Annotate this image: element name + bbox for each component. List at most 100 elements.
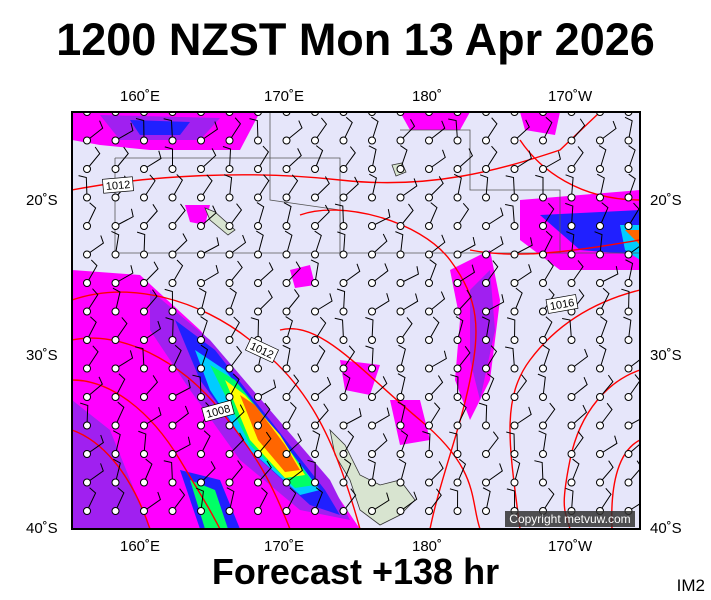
wind-barb [229,316,240,341]
wind-barb [598,344,607,369]
station-circle [596,136,604,145]
wind-barb [398,458,407,483]
wind-barb [172,405,189,426]
wind-barb [400,203,414,227]
station-circle [140,136,148,145]
wind-barb [514,237,533,255]
wind-barb [625,259,634,284]
wind-barb [164,288,173,312]
wind-barb [200,430,211,455]
wind-barb [285,316,293,341]
station-circle [140,364,148,373]
wind-barb [542,316,553,341]
wind-barb [143,261,159,284]
station-circle [596,222,604,230]
wind-barb [143,174,156,198]
station-circle [482,507,490,515]
wind-barb [566,231,575,255]
station-circle [168,222,177,230]
wind-barb [172,233,188,255]
wind-barb [397,401,406,426]
station-circle [140,222,148,230]
lat-label-left: 20˚S [26,192,58,209]
map-frame [71,111,641,530]
wind-barb [249,118,259,141]
station-circle [567,450,576,458]
wind-barb [428,402,441,426]
station-circle [225,478,234,487]
wind-barb [542,402,556,426]
wind-barb [400,491,418,512]
station-circle [396,279,405,287]
station-circle [339,222,348,230]
wind-barb [86,463,104,483]
station-circle [624,136,633,145]
wind-barb [428,461,444,483]
station-circle [339,336,348,344]
station-circle [624,307,633,316]
wind-barb [143,150,162,170]
wind-barb [571,376,588,398]
station-circle [197,507,205,515]
lat-label-left: 40˚S [26,520,58,537]
station-circle [254,279,262,287]
station-circle [539,193,547,202]
station-circle [396,165,405,173]
lat-label-right: 20˚S [650,192,682,209]
station-circle [140,421,148,430]
station-circle [111,250,120,259]
wind-barb [599,402,613,426]
wind-barb [505,175,515,198]
wind-barb [343,430,355,455]
wind-barb [571,404,588,426]
lon-label-bottom: 160˚E [120,538,161,555]
station-circle [596,450,604,458]
wind-barb [314,487,324,512]
station-circle [596,165,604,173]
wind-barb [514,112,516,113]
wind-barb [112,287,121,312]
wind-barb [343,458,352,483]
station-circle [425,307,433,316]
wind-barb [257,402,271,426]
wind-barb [457,289,472,312]
wind-barb [599,435,618,455]
isobar-label: 1012 [105,179,130,193]
wind-barb [229,117,242,141]
station-circle [140,393,148,401]
station-circle [254,136,262,145]
station-circle [225,364,234,373]
station-circle [425,450,433,458]
lon-label-top: 160˚E [120,88,161,105]
wind-barb [485,463,503,483]
wind-barb [200,316,208,341]
wind-barb [200,461,216,483]
wind-barb [143,375,159,398]
lon-label-bottom: 170˚E [264,538,305,555]
wind-barb [449,488,459,512]
station-circle [225,279,234,287]
wind-barb [315,112,316,113]
station-circle [368,165,376,173]
station-circle [197,250,205,259]
station-circle [168,193,177,202]
wind-barb [599,120,617,141]
station-circle [311,336,319,344]
station-circle [453,393,462,401]
wind-barb [628,173,636,198]
station-circle [111,393,120,401]
station-circle [567,193,576,202]
wind-barb [428,149,446,170]
wind-barb [336,288,346,312]
station-circle [311,421,319,430]
station-circle [254,478,262,487]
wind-barb [172,203,186,227]
station-circle [596,336,604,344]
station-circle [168,136,177,145]
wind-barb [369,173,377,198]
station-circle [140,507,148,515]
wind-barb [371,407,390,426]
station-circle [311,136,319,145]
wind-barb [163,460,173,483]
station-circle [567,279,576,287]
